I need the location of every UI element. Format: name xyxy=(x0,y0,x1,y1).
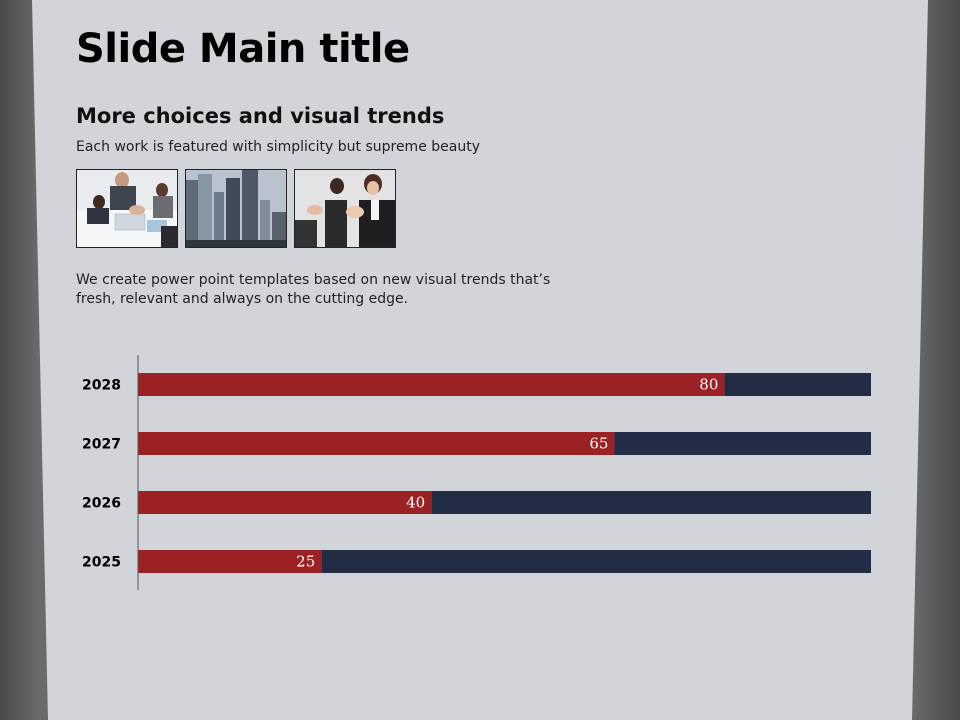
city-skyscrapers-photo xyxy=(185,169,287,248)
remainder-bar-2028 xyxy=(724,373,871,396)
category-label-2025: 2025 xyxy=(82,555,121,571)
data-label-2026: 40 xyxy=(406,494,425,512)
business-team-photo xyxy=(76,169,178,248)
value-bar-2027 xyxy=(138,432,615,455)
category-label-2027: 2027 xyxy=(82,437,121,453)
slide-tagline: Each work is featured with simplicity bu… xyxy=(76,139,480,155)
category-label-2026: 2026 xyxy=(82,496,121,512)
data-label-2025: 25 xyxy=(296,553,315,571)
data-label-2028: 80 xyxy=(699,376,718,394)
value-bar-2028 xyxy=(138,373,725,396)
remainder-bar-2026 xyxy=(431,491,871,514)
category-label-2028: 2028 xyxy=(82,378,121,394)
remainder-bar-2027 xyxy=(614,432,871,455)
remainder-bar-2025 xyxy=(321,550,871,573)
value-bar-2025 xyxy=(138,550,322,573)
applauding-audience-photo xyxy=(294,169,396,248)
data-label-2027: 65 xyxy=(589,435,608,453)
slide-title: Slide Main title xyxy=(76,26,410,72)
slide-subtitle: More choices and visual trends xyxy=(76,104,445,128)
value-bar-2026 xyxy=(138,491,432,514)
slide-body-text: We create power point templates based on… xyxy=(76,272,551,307)
